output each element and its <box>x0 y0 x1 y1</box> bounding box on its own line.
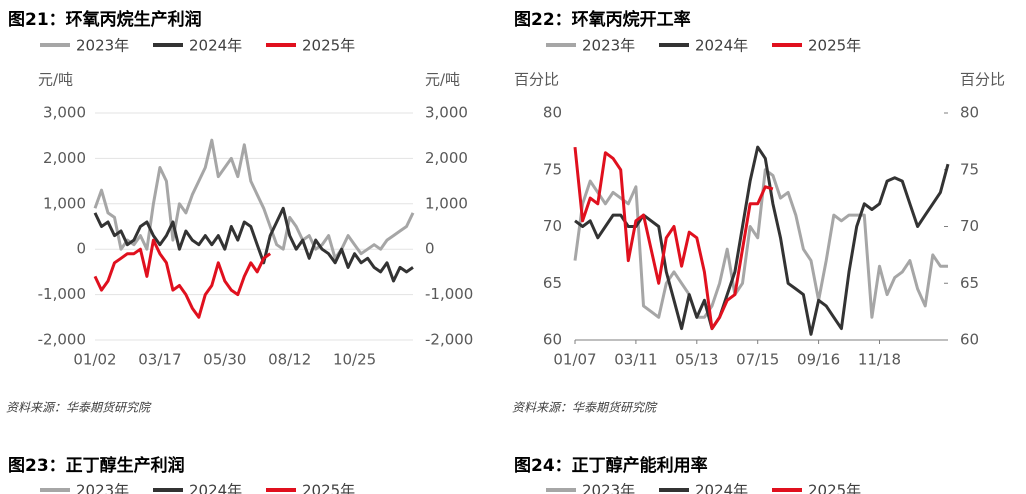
y2-tick-label: 65 <box>960 274 979 292</box>
y2-axis-label: 百分比 <box>960 71 1005 89</box>
y2-tick-label: 75 <box>960 160 979 178</box>
y2-tick-label: 80 <box>960 104 979 122</box>
y-tick-label: 80 <box>543 104 562 122</box>
series-line <box>573 168 948 319</box>
figure-title: 图23：正丁醇生产利润 <box>8 455 185 476</box>
y2-tick-label: 2,000 <box>425 149 468 167</box>
series-line <box>574 145 950 336</box>
chart-title: 图22：环氧丙烷开工率 <box>514 9 691 30</box>
x-tick-label: 10/25 <box>333 351 376 369</box>
y-tick-label: 75 <box>543 160 562 178</box>
x-tick-label: 08/12 <box>268 351 311 369</box>
figure-title: 图24：正丁醇产能利用率 <box>514 455 708 476</box>
y-tick-label: -1,000 <box>38 285 86 303</box>
legend-label: 2024年 <box>189 37 242 55</box>
source-note: 资料来源：华泰期货研究院 <box>6 401 152 415</box>
y2-tick-label: 3,000 <box>425 104 468 122</box>
series-line <box>573 146 774 331</box>
legend-label: 2023年 <box>582 37 635 55</box>
legend-label: 2023年 <box>76 37 129 55</box>
legend-label: 2025年 <box>302 37 355 55</box>
x-tick-label: 01/07 <box>553 351 596 369</box>
legend-label: 2024年 <box>695 482 748 494</box>
series-line <box>93 206 414 283</box>
y2-axis-label: 元/吨 <box>425 71 460 89</box>
y-tick-label: 2,000 <box>43 149 86 167</box>
series-line <box>93 138 415 260</box>
y-axis-label: 百分比 <box>514 71 559 89</box>
legend-label: 2025年 <box>302 482 355 494</box>
source-note: 资料来源：华泰期货研究院 <box>512 401 658 415</box>
legend-label: 2023年 <box>582 482 635 494</box>
y2-tick-label: 70 <box>960 217 979 235</box>
y2-tick-label: 1,000 <box>425 194 468 212</box>
x-tick-label: 11/18 <box>858 351 901 369</box>
y-tick-label: 60 <box>543 331 562 349</box>
y-tick-label: 65 <box>543 274 562 292</box>
y-tick-label: 1,000 <box>43 194 86 212</box>
y-tick-label: -2,000 <box>38 331 86 349</box>
legend-label: 2024年 <box>695 37 748 55</box>
x-tick-label: 09/16 <box>797 351 840 369</box>
legend-label: 2024年 <box>189 482 242 494</box>
chart-title: 图21：环氧丙烷生产利润 <box>8 9 202 30</box>
y-tick-label: 3,000 <box>43 104 86 122</box>
legend-label: 2025年 <box>808 37 861 55</box>
y-axis-label: 元/吨 <box>38 71 73 89</box>
legend-label: 2023年 <box>76 482 129 494</box>
x-tick-label: 05/30 <box>203 351 246 369</box>
x-tick-label: 03/11 <box>614 351 657 369</box>
x-tick-label: 01/02 <box>73 351 116 369</box>
series-line <box>93 238 272 319</box>
y2-tick-label: -2,000 <box>425 331 473 349</box>
y2-tick-label: 0 <box>425 240 435 258</box>
y-tick-label: 0 <box>76 240 86 258</box>
y-tick-label: 70 <box>543 217 562 235</box>
y2-tick-label: -1,000 <box>425 285 473 303</box>
x-tick-label: 07/15 <box>736 351 779 369</box>
x-tick-label: 05/13 <box>675 351 718 369</box>
y2-tick-label: 60 <box>960 331 979 349</box>
x-tick-label: 03/17 <box>138 351 181 369</box>
legend-label: 2025年 <box>808 482 861 494</box>
